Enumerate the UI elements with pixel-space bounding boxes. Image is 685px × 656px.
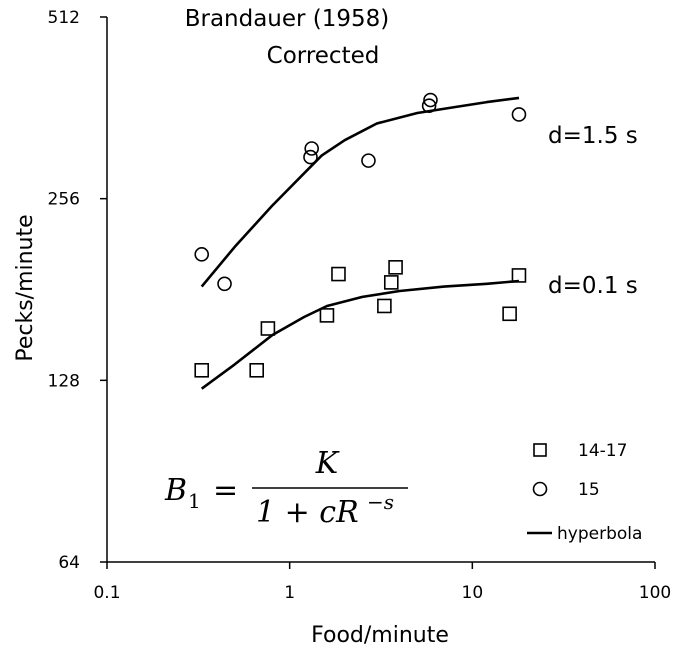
legend-marker-circle — [532, 481, 548, 497]
data-point-square — [194, 362, 210, 378]
formula-exponent: −s — [367, 490, 394, 514]
y-tick-label: 512 — [48, 8, 80, 28]
formula-numerator: K — [315, 446, 340, 481]
legend-label-14-17: 14-17 — [578, 441, 627, 461]
x-tick-label: 0.1 — [93, 583, 120, 603]
x-axis-title: Food/minute — [311, 623, 449, 648]
data-point-square — [502, 306, 517, 322]
legend-label-15: 15 — [578, 480, 600, 500]
data-point-square — [249, 362, 265, 378]
data-point-circle — [304, 141, 319, 156]
legend: 14-17 15 hyperbola — [527, 441, 642, 544]
y-tick-label: 64 — [58, 553, 80, 573]
x-tick-label: 100 — [639, 583, 671, 603]
data-point-circle — [361, 153, 376, 168]
x-tick-label: 1 — [284, 583, 295, 603]
chart-title: Brandauer (1958) — [185, 6, 390, 32]
data-point-circle — [217, 276, 232, 292]
data-point-square — [377, 298, 392, 314]
hyperbola-curve-2 — [200, 279, 520, 390]
data-point-square — [331, 266, 346, 282]
hyperbola-curve-1 — [200, 96, 520, 288]
data-point-circle — [303, 149, 318, 165]
point-group — [194, 92, 527, 378]
data-point-square — [260, 321, 276, 336]
y-tick-group: 64 128 256 512 — [48, 8, 107, 573]
formula: B 1 = K 1 + cR −s — [164, 446, 408, 530]
curve-annotation-d01: d=0.1 s — [548, 273, 638, 299]
y-tick-label: 128 — [48, 371, 80, 391]
x-tick-label: 10 — [462, 583, 484, 603]
chart-subtitle: Corrected — [267, 43, 380, 69]
data-point-square — [383, 275, 399, 290]
data-point-square — [388, 260, 403, 275]
legend-label-hyperbola: hyperbola — [557, 524, 642, 544]
formula-lhs-subscript: 1 — [188, 489, 201, 513]
data-point-circle — [194, 247, 210, 262]
legend-marker-square — [533, 443, 547, 457]
formula-denominator: 1 + cR — [256, 495, 359, 530]
data-point-square — [319, 308, 335, 323]
formula-equals: = — [213, 473, 238, 508]
data-point-square — [511, 268, 527, 283]
curve-group — [200, 96, 520, 390]
y-tick-label: 256 — [48, 190, 80, 210]
y-axis-title: Pecks/minute — [13, 214, 38, 361]
data-point-circle — [423, 92, 438, 108]
data-point-circle — [421, 98, 437, 113]
formula-lhs: B — [164, 473, 187, 508]
x-tick-group: 0.1 1 10 100 — [93, 562, 671, 603]
data-point-circle — [511, 107, 527, 122]
curve-annotation-d15: d=1.5 s — [548, 123, 638, 149]
